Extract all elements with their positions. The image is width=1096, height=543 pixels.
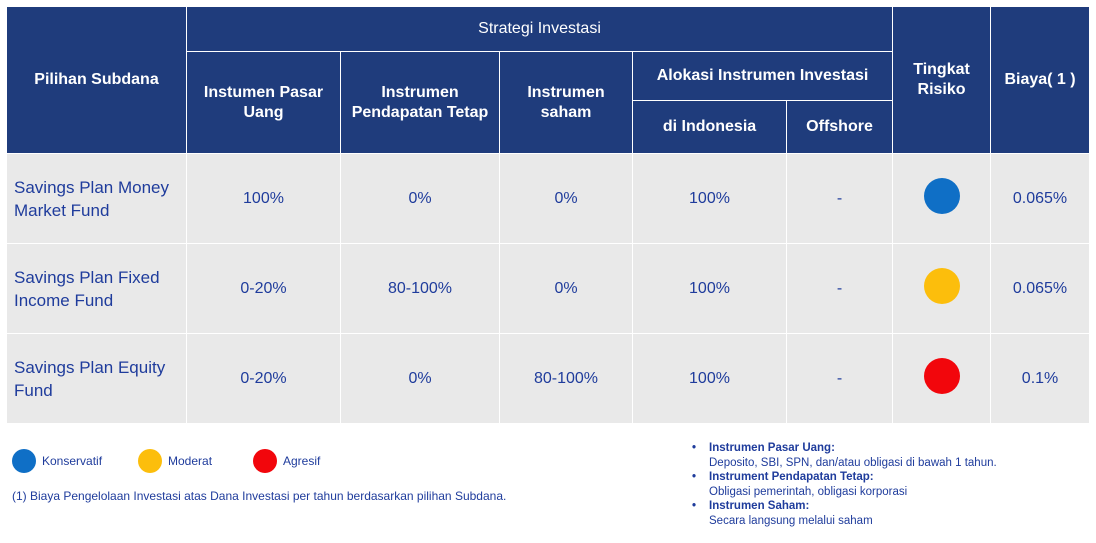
risk-cell [892, 153, 992, 244]
header-fixed-income: Instrumen Pendapatan Tetap [340, 51, 500, 154]
header-risk-level: Tingkat Risiko [892, 6, 992, 154]
yellow-circle-icon [138, 449, 162, 473]
legend-label: Moderat [168, 454, 213, 468]
legend-item-conservative: Konservatif [12, 449, 102, 473]
header-offshore: Offshore [785, 100, 894, 154]
legend-item-aggressive: Agresif [253, 449, 320, 473]
table-row: Savings Plan Money Market Fund 100% 0% 0… [6, 153, 1091, 244]
equity-value: 80-100% [499, 333, 633, 424]
definition-title: Instrumen Pasar Uang: [690, 441, 997, 456]
header-indonesia: di Indonesia [632, 100, 787, 154]
legend-item-moderate: Moderat [138, 449, 212, 473]
cost-footnote: (1) Biaya Pengelolaan Investasi atas Dan… [12, 489, 507, 503]
money-market-value: 0-20% [186, 333, 341, 424]
fund-name: Savings Plan Money Market Fund [6, 153, 187, 244]
definition-text: Obligasi pemerintah, obligasi korporasi [709, 485, 908, 498]
offshore-value: - [785, 153, 894, 244]
header-fund-option: Pilihan Subdana [6, 6, 187, 154]
equity-value: 0% [499, 243, 633, 334]
header-allocation: Alokasi Instrumen Investasi [631, 51, 894, 101]
indonesia-value: 100% [632, 153, 787, 244]
offshore-value: - [785, 243, 894, 334]
risk-indicator-icon [923, 268, 960, 304]
risk-cell [892, 243, 992, 334]
indonesia-value: 100% [632, 243, 787, 334]
table-row: Savings Plan Fixed Income Fund 0-20% 80-… [6, 243, 1091, 334]
definition-text: Secara langsung melalui saham [709, 514, 873, 527]
fund-strategy-table: Pilihan Subdana Strategi Investasi Tingk… [6, 6, 1091, 424]
red-circle-icon [253, 449, 277, 473]
header-equity: Instrumen saham [499, 51, 633, 154]
fixed-income-value: 0% [340, 333, 500, 424]
money-market-value: 100% [186, 153, 341, 244]
definition-text: Deposito, SBI, SPN, dan/atau obligasi di… [709, 456, 997, 469]
fund-name: Savings Plan Fixed Income Fund [6, 243, 187, 334]
header-investment-strategy: Strategi Investasi [185, 6, 894, 52]
definition-title: Instrumen Saham: [690, 499, 997, 514]
risk-indicator-icon [923, 178, 960, 214]
risk-cell [892, 333, 992, 424]
header-cost: Biaya( 1 ) [990, 6, 1091, 154]
cost-value: 0.1% [990, 333, 1091, 424]
money-market-value: 0-20% [186, 243, 341, 334]
legend-label: Konservatif [42, 454, 103, 468]
instrument-definitions: Instrumen Pasar Uang: Deposito, SBI, SPN… [690, 441, 997, 528]
equity-value: 0% [499, 153, 633, 244]
fund-name: Savings Plan Equity Fund [6, 333, 187, 424]
fixed-income-value: 80-100% [340, 243, 500, 334]
cost-value: 0.065% [990, 153, 1091, 244]
legend-label: Agresif [283, 454, 321, 468]
risk-indicator-icon [923, 358, 960, 394]
definition-title: Instrument Pendapatan Tetap: [690, 470, 997, 485]
indonesia-value: 100% [632, 333, 787, 424]
blue-circle-icon [12, 449, 36, 473]
cost-value: 0.065% [990, 243, 1091, 334]
header-money-market: Instumen Pasar Uang [186, 51, 341, 154]
offshore-value: - [785, 333, 894, 424]
table-row: Savings Plan Equity Fund 0-20% 0% 80-100… [6, 333, 1091, 424]
fixed-income-value: 0% [340, 153, 500, 244]
